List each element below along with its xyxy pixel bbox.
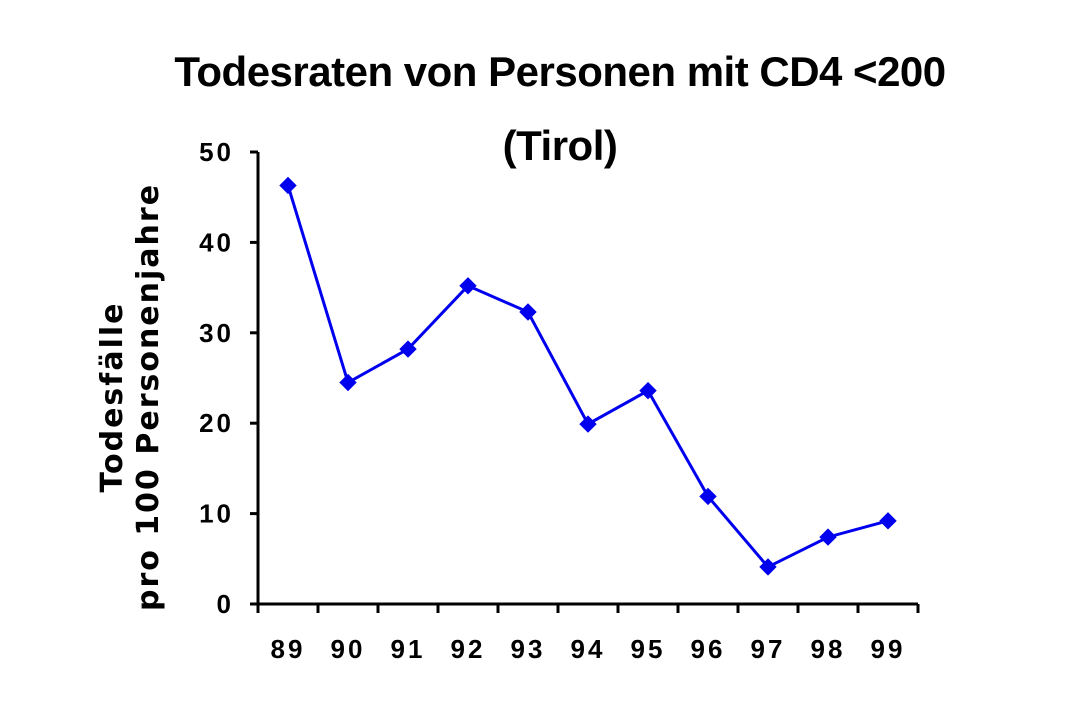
data-point-marker [279, 176, 297, 195]
y-tick-label: 30 [199, 318, 234, 348]
x-tick-label: 91 [391, 634, 426, 664]
y-tick-label: 40 [199, 227, 234, 257]
y-tick-label: 10 [199, 499, 234, 529]
data-point-marker [459, 277, 477, 295]
x-tick-label: 95 [631, 634, 666, 664]
y-axis-label: Todesfälle pro 100 Personenjahre [95, 183, 166, 611]
data-point-marker [579, 415, 597, 433]
data-point-marker [699, 487, 717, 506]
y-tick-label: 20 [199, 408, 234, 438]
data-point-marker [399, 340, 417, 358]
series-line [286, 185, 889, 569]
x-tick-label: 97 [751, 634, 786, 664]
y-axis-label-line-1: Todesfälle [95, 302, 130, 493]
data-point-marker [879, 512, 897, 530]
chart-title-line-1: Todesraten von Personen mit CD4 <200 [174, 48, 946, 95]
x-tick-label: 98 [811, 634, 846, 664]
x-tick-label: 93 [511, 634, 546, 664]
x-tick-label: 94 [571, 634, 606, 664]
x-tick-label: 99 [871, 634, 906, 664]
x-tick-label: 96 [691, 634, 726, 664]
data-point-marker [339, 373, 357, 392]
data-point-marker [639, 381, 657, 400]
y-tick-label: 0 [217, 589, 234, 619]
data-point-marker [519, 303, 537, 321]
y-axis-label-line-2: pro 100 Personenjahre [131, 183, 166, 611]
chart-title-line-2: (Tirol) [502, 122, 618, 169]
x-tick-label: 92 [451, 634, 486, 664]
x-tick-label: 89 [271, 634, 306, 664]
data-point-marker [759, 558, 777, 576]
data-point-marker [819, 528, 837, 546]
x-tick-label: 90 [331, 634, 366, 664]
y-tick-label: 50 [199, 137, 234, 167]
